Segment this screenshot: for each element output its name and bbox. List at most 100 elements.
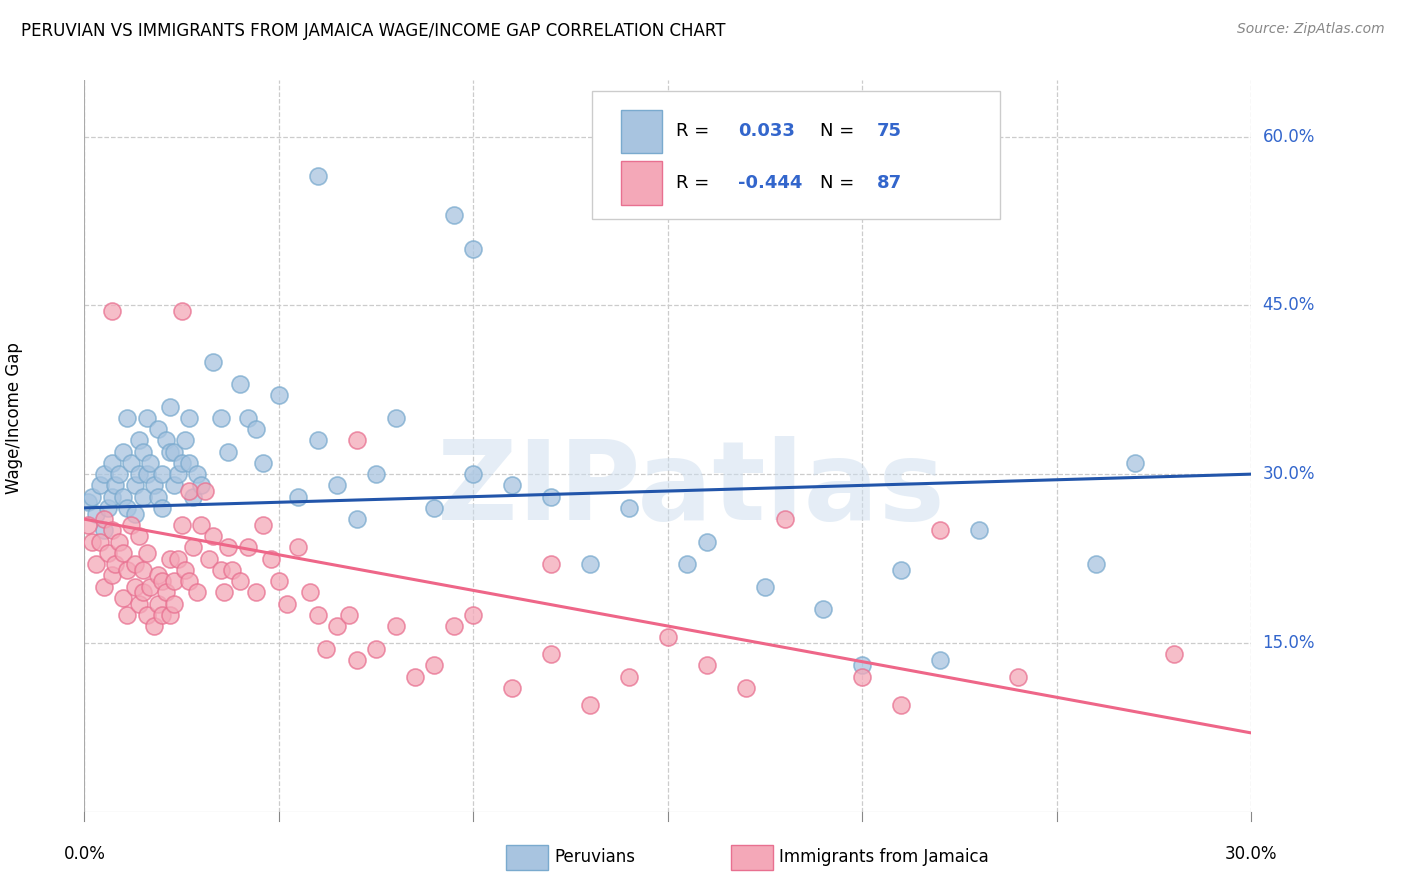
- Point: [135, 467, 157, 482]
- Point: [229, 574, 252, 588]
- Point: [267, 388, 290, 402]
- Point: [1163, 647, 1185, 661]
- Point: [1123, 456, 1146, 470]
- Point: [657, 630, 679, 644]
- Point: [929, 524, 952, 538]
- Point: [100, 568, 122, 582]
- Point: [135, 546, 157, 560]
- Point: [198, 551, 221, 566]
- Text: N =: N =: [820, 174, 859, 192]
- Point: [112, 490, 135, 504]
- Text: 0.033: 0.033: [738, 122, 794, 140]
- Text: 60.0%: 60.0%: [1263, 128, 1315, 145]
- Point: [143, 619, 166, 633]
- Point: [236, 541, 259, 555]
- Point: [163, 444, 186, 458]
- Point: [813, 602, 835, 616]
- Point: [139, 580, 162, 594]
- Point: [337, 607, 360, 622]
- Point: [186, 467, 208, 482]
- Point: [104, 478, 127, 492]
- Text: 75: 75: [877, 122, 901, 140]
- Point: [163, 597, 186, 611]
- Point: [890, 563, 912, 577]
- Point: [676, 557, 699, 571]
- Point: [128, 467, 150, 482]
- Point: [366, 641, 388, 656]
- Point: [501, 478, 523, 492]
- Point: [179, 456, 201, 470]
- Point: [135, 607, 157, 622]
- Point: [229, 377, 252, 392]
- Point: [159, 400, 181, 414]
- Text: Peruvians: Peruvians: [554, 848, 636, 866]
- Text: 15.0%: 15.0%: [1263, 634, 1315, 652]
- Point: [463, 242, 485, 256]
- Point: [124, 580, 146, 594]
- Point: [115, 607, 138, 622]
- Point: [132, 490, 155, 504]
- Text: 45.0%: 45.0%: [1263, 296, 1315, 314]
- Point: [128, 597, 150, 611]
- Point: [97, 546, 120, 560]
- Point: [148, 490, 170, 504]
- Point: [617, 500, 640, 515]
- Point: [89, 534, 111, 549]
- Point: [267, 574, 290, 588]
- Point: [579, 557, 602, 571]
- Point: [170, 517, 193, 532]
- Text: PERUVIAN VS IMMIGRANTS FROM JAMAICA WAGE/INCOME GAP CORRELATION CHART: PERUVIAN VS IMMIGRANTS FROM JAMAICA WAGE…: [21, 22, 725, 40]
- Point: [139, 456, 162, 470]
- Point: [186, 585, 208, 599]
- Point: [124, 507, 146, 521]
- Point: [214, 585, 236, 599]
- Point: [150, 574, 173, 588]
- Point: [696, 534, 718, 549]
- Text: R =: R =: [676, 122, 716, 140]
- Point: [155, 585, 177, 599]
- Point: [104, 557, 127, 571]
- Point: [179, 574, 201, 588]
- Point: [252, 517, 274, 532]
- Point: [166, 551, 188, 566]
- Point: [463, 467, 485, 482]
- Text: 0.0%: 0.0%: [63, 846, 105, 863]
- Point: [696, 658, 718, 673]
- Text: Wage/Income Gap: Wage/Income Gap: [6, 342, 24, 494]
- Point: [851, 670, 873, 684]
- Point: [124, 557, 146, 571]
- Point: [159, 607, 181, 622]
- Point: [252, 456, 274, 470]
- Point: [579, 698, 602, 712]
- Point: [346, 512, 368, 526]
- Point: [174, 563, 197, 577]
- Point: [190, 478, 212, 492]
- Point: [150, 467, 173, 482]
- Point: [540, 647, 562, 661]
- Point: [236, 410, 259, 425]
- Point: [100, 456, 122, 470]
- Point: [97, 500, 120, 515]
- Point: [100, 490, 122, 504]
- Point: [148, 568, 170, 582]
- Point: [245, 585, 267, 599]
- Point: [315, 641, 337, 656]
- Point: [150, 500, 173, 515]
- Point: [734, 681, 756, 695]
- Point: [890, 698, 912, 712]
- Point: [851, 658, 873, 673]
- Point: [384, 619, 406, 633]
- Point: [181, 490, 204, 504]
- Point: [1007, 670, 1029, 684]
- Text: 30.0%: 30.0%: [1263, 465, 1315, 483]
- Point: [148, 422, 170, 436]
- Point: [540, 557, 562, 571]
- Point: [132, 585, 155, 599]
- Point: [170, 304, 193, 318]
- Point: [307, 169, 329, 183]
- Point: [179, 483, 201, 498]
- Point: [124, 478, 146, 492]
- Point: [115, 410, 138, 425]
- Point: [287, 541, 309, 555]
- Point: [423, 500, 446, 515]
